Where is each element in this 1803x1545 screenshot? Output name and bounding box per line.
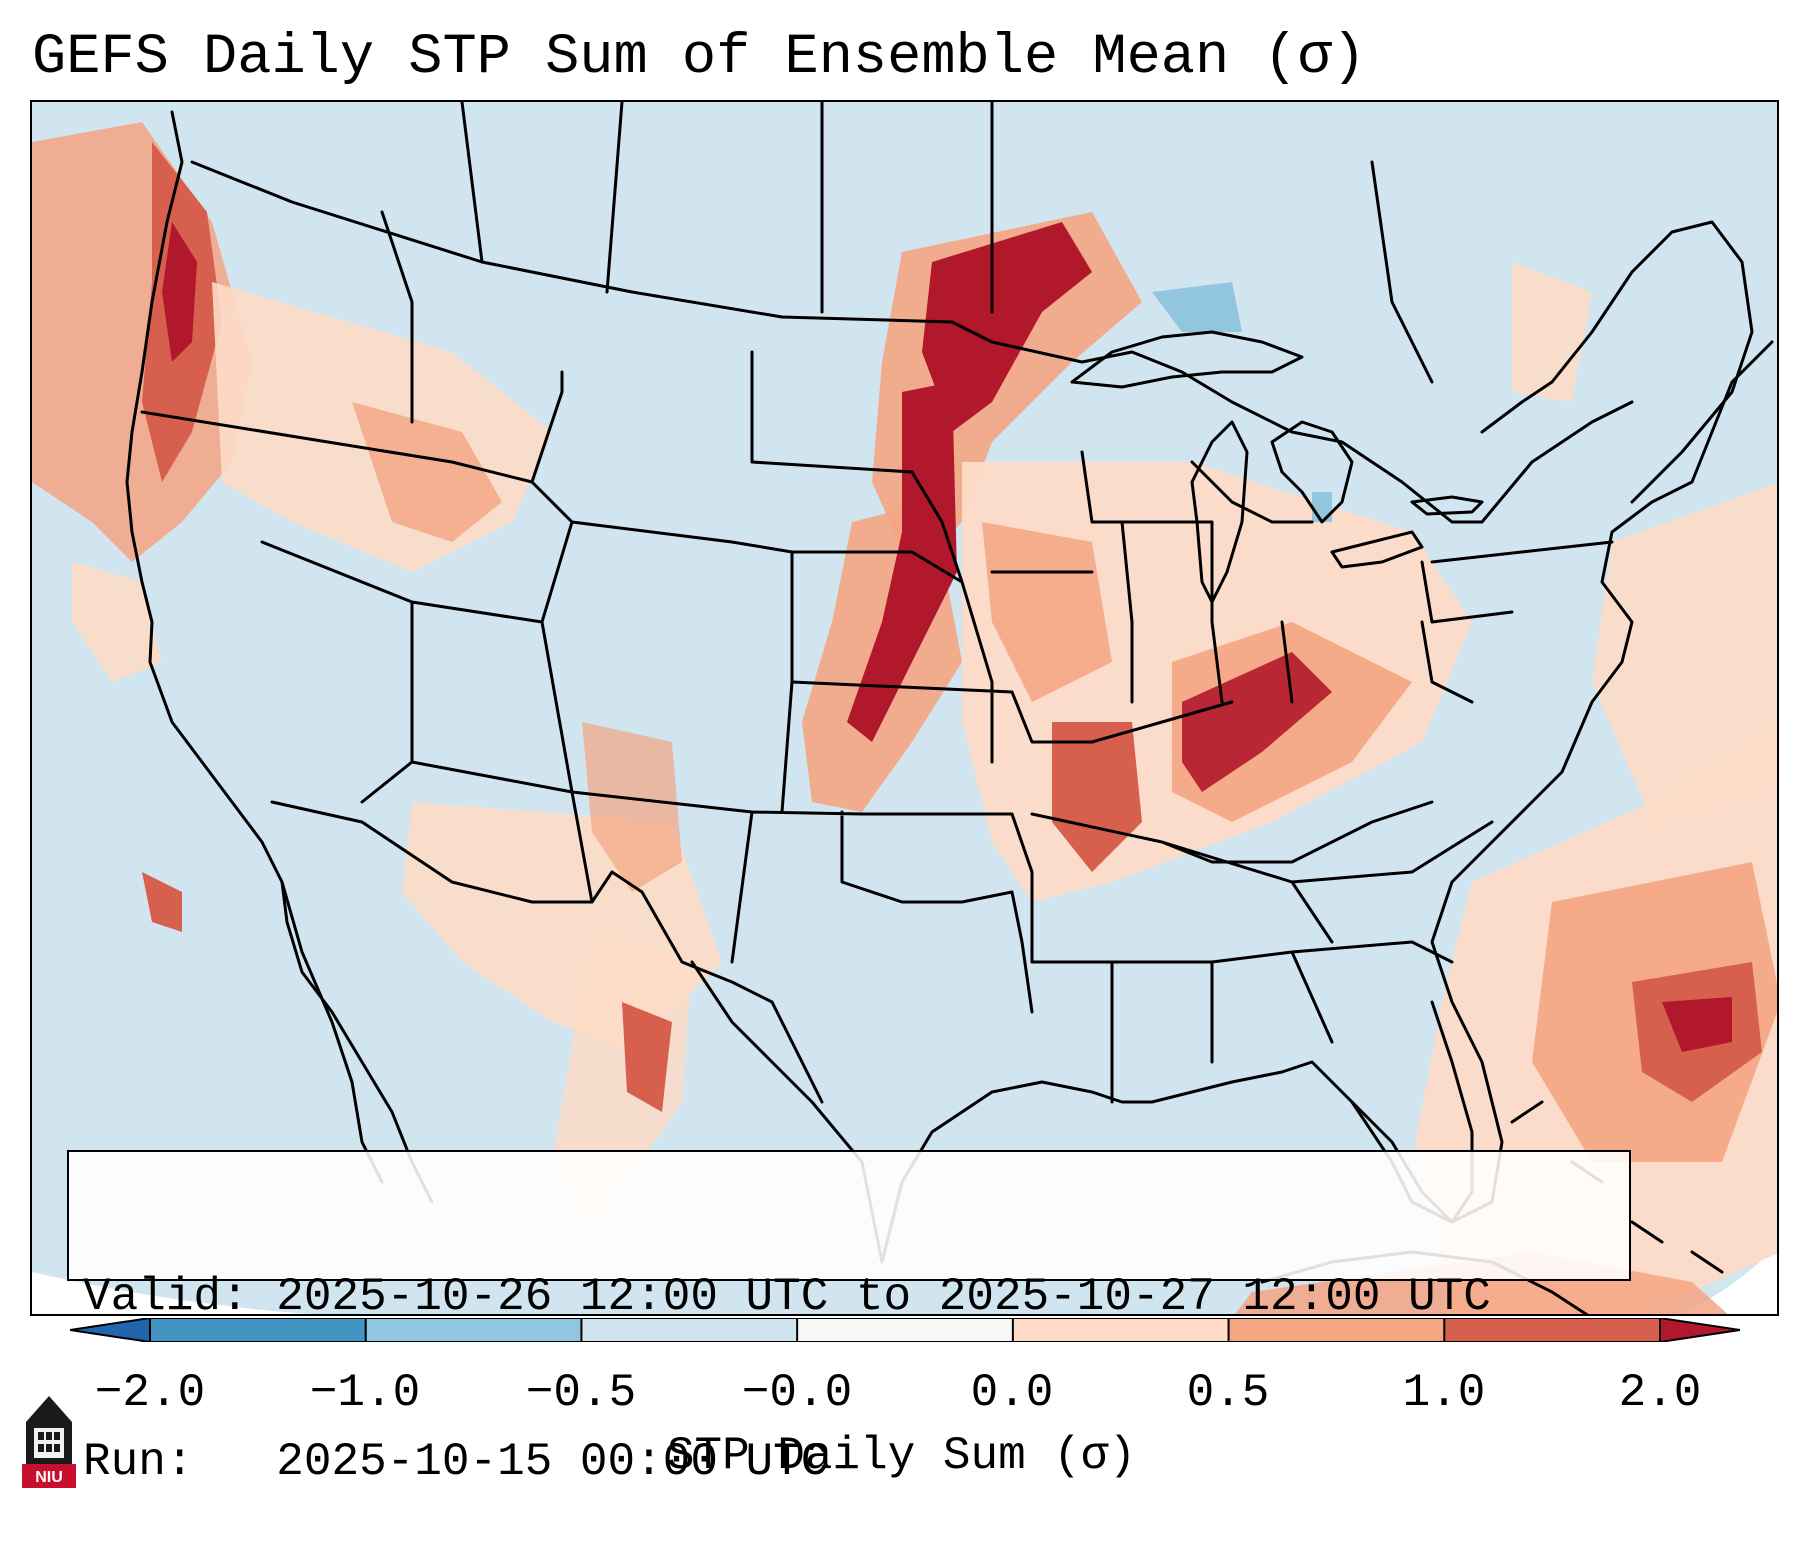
anomaly-region-nm (582, 722, 682, 892)
anomaly-region-offshore-pacific (72, 562, 162, 682)
tick-label: −2.0 (94, 1367, 206, 1419)
colorbar-bin (1012, 1318, 1230, 1342)
valid-time-box: Valid: 2025-10-26 12:00 UTC to 2025-10-2… (67, 1150, 1631, 1488)
lake-huron (1270, 420, 1354, 524)
lake-erie (1330, 530, 1424, 569)
coastline-gulf (880, 880, 1504, 1264)
logo-text: NIU (35, 1469, 63, 1486)
tick-label: −0.0 (741, 1367, 853, 1419)
tick-label: 2.0 (1618, 1367, 1702, 1419)
lake-michigan (1190, 420, 1249, 604)
coastline-canada-east (1480, 220, 1754, 504)
anomaly-region-northern-atlantic (1512, 262, 1592, 402)
stp-anomaly-field (32, 122, 1777, 1314)
coastline-southeast (1450, 340, 1774, 884)
anomaly-region-atlantic-peak (1662, 997, 1732, 1052)
state-lines (140, 210, 1614, 1104)
projection-edge-left (32, 1272, 309, 1314)
border-us-canada (190, 160, 1634, 524)
colorbar-bin (1228, 1318, 1445, 1342)
map-boundaries (125, 102, 1774, 1314)
colorbar-bin (150, 1318, 367, 1342)
coastline-baja (280, 880, 384, 1184)
colorbar-bin (1660, 1318, 1740, 1342)
anomaly-region-pacific-nw-peak (162, 222, 197, 362)
anomaly-region-lake-huron-negative (1312, 492, 1332, 522)
colorbar-label: STP Daily Sum (σ) (666, 1430, 1137, 1482)
anomaly-region-idaho (352, 402, 502, 542)
map-title: GEFS Daily STP Sum of Ensemble Mean (σ) (32, 26, 1367, 90)
tick-label: −0.5 (525, 1367, 637, 1419)
anomaly-region-upper-midwest-peak (922, 222, 1092, 432)
colorbar-bins (70, 1318, 1740, 1342)
colorbar-bin (1444, 1318, 1661, 1342)
tick-label: 1.0 (1402, 1367, 1486, 1419)
university-tower-icon: NIU (22, 1396, 76, 1488)
anomaly-region-plains-core (847, 382, 957, 742)
map-canvas (32, 102, 1777, 1314)
colorbar (70, 1318, 1740, 1342)
tick-label: −1.0 (309, 1367, 421, 1419)
colorbar-bin (581, 1318, 798, 1342)
run-value: 2025-10-15 00:00 UTC (276, 1436, 829, 1488)
anomaly-region-pacific-spot (142, 872, 182, 932)
tick-label: 0.5 (1186, 1367, 1270, 1419)
valid-value: 2025-10-26 12:00 UTC to 2025-10-27 12:00… (276, 1271, 1491, 1323)
run-label: Run: (83, 1436, 194, 1488)
anomaly-region-mexico-core (622, 1002, 672, 1112)
anomaly-region-midwest-moderate (982, 522, 1112, 702)
map-panel (30, 100, 1779, 1316)
tick-label: 0.0 (970, 1367, 1054, 1419)
valid-label: Valid: (83, 1271, 249, 1323)
valid-row: Valid: 2025-10-26 12:00 UTC to 2025-10-2… (83, 1270, 1615, 1325)
run-row: Run: 2025-10-15 00:00 UTC (83, 1435, 1615, 1490)
border-canada-provinces (460, 102, 1434, 384)
coastline-west (125, 110, 434, 1204)
anomaly-region-arklatex (1052, 722, 1142, 872)
colorbar-bin (365, 1318, 582, 1342)
anomaly-region-northeast-offshore (1592, 483, 1777, 822)
anomaly-region-lake-superior-negative (1152, 282, 1242, 332)
colorbar-bin (70, 1318, 150, 1342)
lake-ontario (1410, 495, 1484, 516)
projection-edge-right (1680, 1245, 1777, 1314)
colorbar-bin (797, 1318, 1014, 1342)
border-us-mexico (270, 800, 824, 1104)
colorbar-ticks (70, 1318, 1740, 1342)
lake-superior (1070, 330, 1304, 389)
